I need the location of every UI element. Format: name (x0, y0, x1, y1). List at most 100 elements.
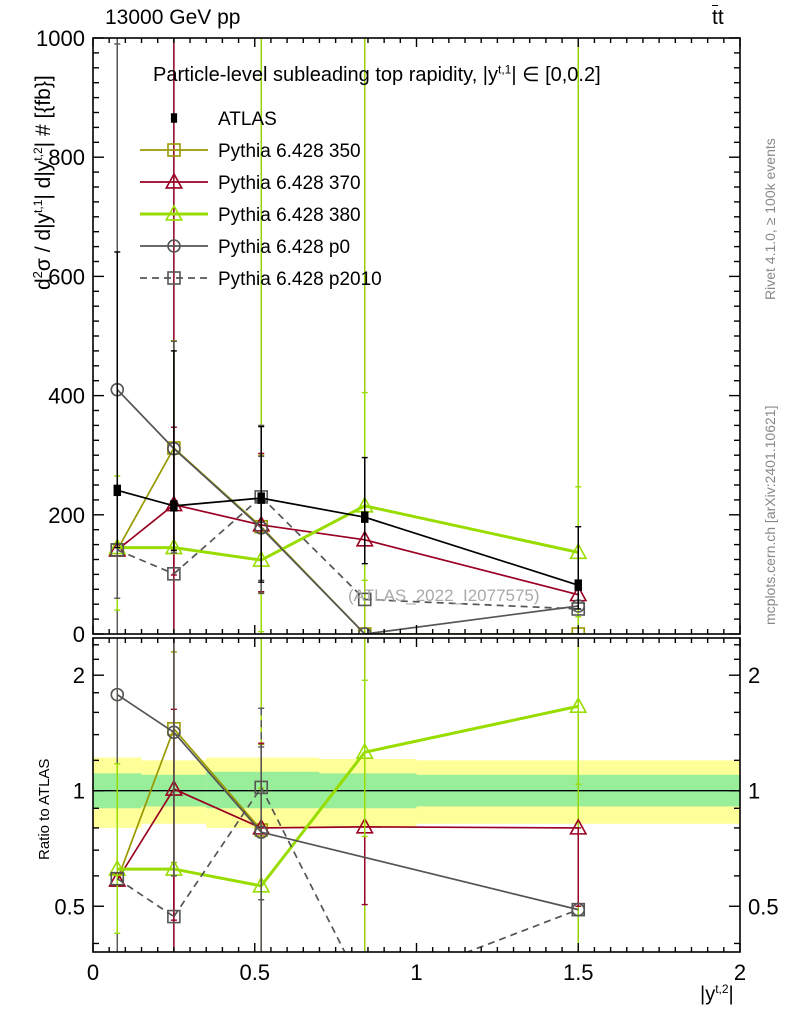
legend-entry-2[interactable] (140, 172, 208, 189)
y-axis-label-main: d2σ / d|yt,1| d|yt,2| # [{fb}] (30, 75, 55, 290)
legend-label-atlas[interactable]: ATLAS (218, 109, 277, 130)
data-marker (254, 780, 269, 795)
series-segment (260, 787, 346, 952)
legend-label-p350[interactable]: Pythia 6.428 350 (218, 141, 361, 162)
data-marker (113, 484, 121, 497)
series-segment (364, 504, 579, 554)
data-marker (108, 859, 127, 876)
legend-label-p2010[interactable]: Pythia 6.428 p2010 (218, 269, 382, 290)
legend-entry-1[interactable] (140, 143, 208, 157)
series-segment (116, 549, 175, 575)
series-segment (465, 908, 579, 952)
series-segment (261, 831, 579, 911)
legend-entry-3[interactable] (140, 204, 208, 221)
series-segment (173, 728, 262, 831)
legend-entry-5[interactable] (140, 271, 208, 285)
series-pythia-6-428-p2010 (110, 707, 586, 997)
series-segment (116, 447, 175, 551)
data-marker (569, 818, 588, 835)
series-segment (116, 788, 175, 881)
beam-energy-label: 13000 GeV pp (105, 6, 241, 29)
data-marker (164, 204, 184, 221)
data-marker (110, 871, 125, 886)
legend-label-p370[interactable]: Pythia 6.428 370 (218, 173, 361, 194)
legend-label-p0[interactable]: Pythia 6.428 p0 (218, 237, 351, 258)
series-segment (261, 497, 365, 519)
y-axis-label-ratio: Ratio to ATLAS (36, 758, 53, 860)
series-segment (173, 786, 262, 918)
y-tick-label-main: 800 (48, 145, 85, 170)
data-marker (574, 579, 582, 591)
series-pythia-6-428-380 (108, 638, 588, 952)
data-marker (357, 592, 372, 607)
data-marker (357, 627, 372, 634)
data-marker (110, 687, 125, 702)
series-segment (173, 496, 262, 575)
data-marker (167, 239, 181, 253)
series-segment (173, 448, 262, 529)
series-segment (364, 539, 579, 596)
series-segment (116, 728, 175, 881)
data-marker (170, 500, 178, 512)
legend-entry-0[interactable] (170, 113, 178, 123)
data-marker (167, 271, 181, 285)
series-segment (173, 731, 262, 833)
data-marker (361, 511, 369, 523)
data-marker (355, 742, 374, 759)
data-marker (167, 725, 181, 740)
data-marker (257, 492, 265, 504)
series-pythia-6-428-p0 (110, 43, 586, 634)
series-segment (117, 489, 175, 507)
data-marker (254, 825, 269, 839)
x-tick-label: 2 (734, 960, 746, 985)
x-axis-label: |yt,2| (700, 982, 734, 1006)
y-tick-label-main: 1000 (36, 26, 85, 51)
ratio-y-tick-label-right: 0.5 (748, 894, 779, 919)
data-marker (167, 567, 181, 581)
series-segment (261, 826, 365, 829)
x-tick-label: 0 (87, 960, 99, 985)
y-tick-label-main: 0 (73, 622, 85, 647)
data-marker (164, 172, 184, 189)
data-marker (571, 902, 586, 917)
ratio-y-tick-label-right: 2 (748, 663, 760, 688)
series-segment (364, 826, 579, 829)
main-panel-frame (92, 37, 741, 635)
process-label: tt (712, 5, 724, 29)
analysis-id-watermark: (ATLAS_2022_I2077575) (348, 586, 540, 605)
series-segment (173, 788, 262, 829)
series-segment (260, 496, 366, 601)
rivet-version-label: Rivet 4.1.0, ≥ 100k events (762, 138, 778, 300)
y-tick-label-main: 600 (48, 264, 85, 289)
series-segment (173, 503, 262, 526)
series-atlas (113, 251, 582, 610)
series-segment (116, 504, 175, 551)
legend-label-p380[interactable]: Pythia 6.428 380 (218, 205, 361, 226)
x-tick-label: 1.5 (563, 960, 594, 985)
data-marker (167, 909, 181, 924)
data-marker (167, 143, 181, 157)
y-tick-label-main: 400 (48, 384, 85, 409)
series-segment (260, 527, 366, 634)
x-tick-label: 0.5 (239, 960, 270, 985)
series-pythia-6-428-p0 (110, 638, 586, 952)
x-tick-label: 1 (410, 960, 422, 985)
series-segment (173, 867, 262, 888)
y-tick-label-main: 200 (48, 503, 85, 528)
data-marker (170, 113, 178, 123)
series-segment (116, 877, 175, 918)
series-pythia-6-428-370 (108, 708, 588, 952)
series-segment (260, 751, 366, 887)
ratio-y-tick-label-right: 1 (748, 779, 760, 804)
plot-title: Particle-level subleading top rapidity, … (153, 62, 601, 86)
series-segment (364, 704, 579, 754)
ratio-y-tick-label-left: 1 (73, 779, 85, 804)
series-segment (173, 497, 262, 507)
data-marker (359, 985, 371, 997)
series-segment (364, 516, 579, 586)
legend-entry-4[interactable] (140, 239, 208, 253)
data-marker (569, 696, 588, 714)
ratio-y-tick-label-left: 0.5 (54, 894, 85, 919)
mcplots-source-label: mcplots.cern.ch [arXiv:2401.10621] (762, 405, 778, 625)
